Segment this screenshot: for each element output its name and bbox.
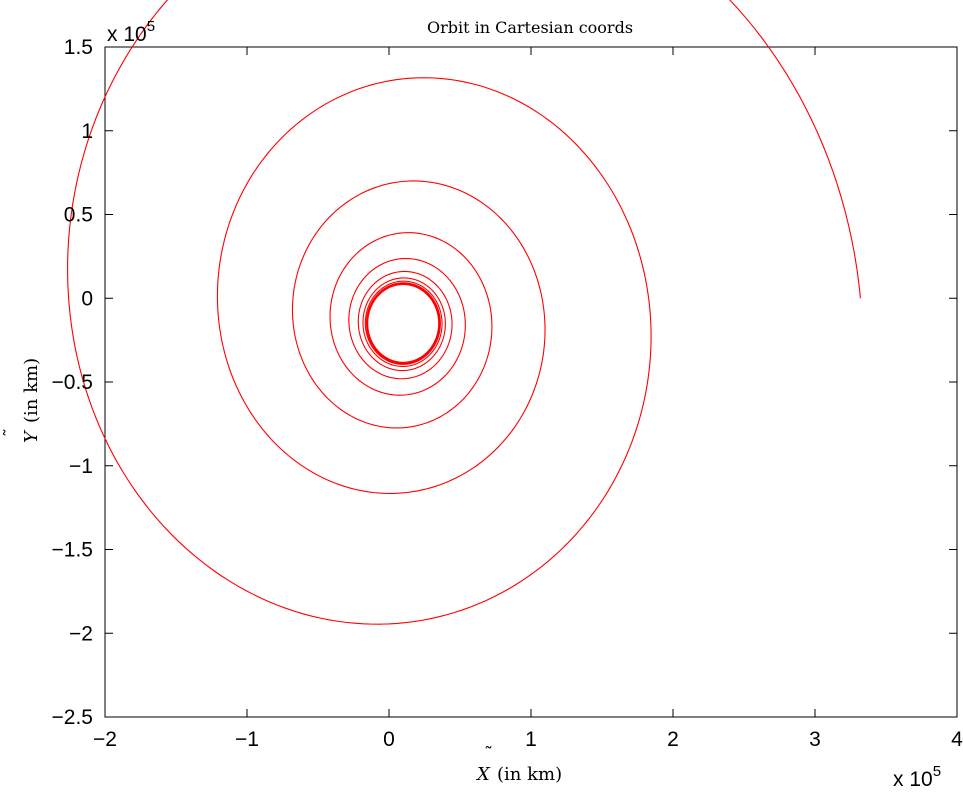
x-axis-title: X ˜ (in km) xyxy=(475,744,562,785)
x-tick-label: −2 xyxy=(93,728,117,751)
y-axis-title: Y ˜ (in km) xyxy=(1,358,42,443)
x-tick-label: 1 xyxy=(525,728,537,751)
y-tick-label: −2.5 xyxy=(52,706,93,729)
y-tick-label: −1 xyxy=(69,455,93,478)
y-axis-symbol: Y xyxy=(21,429,42,443)
x-multiplier-exponent: 5 xyxy=(933,763,941,780)
orbit-trajectory-line xyxy=(67,0,861,625)
chart-title: Orbit in Cartesian coords xyxy=(427,18,633,37)
y-tick-label: −1.5 xyxy=(52,539,93,562)
y-tick-label: 0 xyxy=(81,287,93,310)
x-tick-label: 2 xyxy=(667,728,679,751)
orbit-series xyxy=(67,0,861,625)
y-tick-label: 1.5 xyxy=(64,36,93,59)
y-axis: −2.5 −2 −1.5 −1 −0.5 0 0.5 1 1.5 xyxy=(52,36,957,729)
x-tick-label: 0 xyxy=(383,728,395,751)
x-tick-label: −1 xyxy=(235,728,259,751)
y-tick-label: 0.5 xyxy=(64,204,93,227)
y-axis-unit: (in km) xyxy=(21,358,42,423)
x-axis-symbol: X xyxy=(475,764,491,785)
x-tick-label: 3 xyxy=(809,728,821,751)
x-multiplier-label: x 105 xyxy=(893,763,941,791)
x-axis: −2 −1 0 1 2 3 4 xyxy=(93,47,963,751)
y-multiplier-label: x 105 xyxy=(107,18,155,46)
y-axis-tilde: ˜ xyxy=(1,428,22,437)
x-multiplier-base: x 10 xyxy=(893,768,933,791)
y-multiplier-base: x 10 xyxy=(107,23,147,46)
y-multiplier-exponent: 5 xyxy=(147,18,155,35)
x-axis-unit: (in km) xyxy=(497,764,562,785)
x-tick-label: 4 xyxy=(951,728,963,751)
y-tick-label: −2 xyxy=(69,622,93,645)
x-axis-tilde: ˜ xyxy=(484,744,493,765)
y-tick-label: 1 xyxy=(81,120,93,143)
y-tick-label: −0.5 xyxy=(52,371,93,394)
